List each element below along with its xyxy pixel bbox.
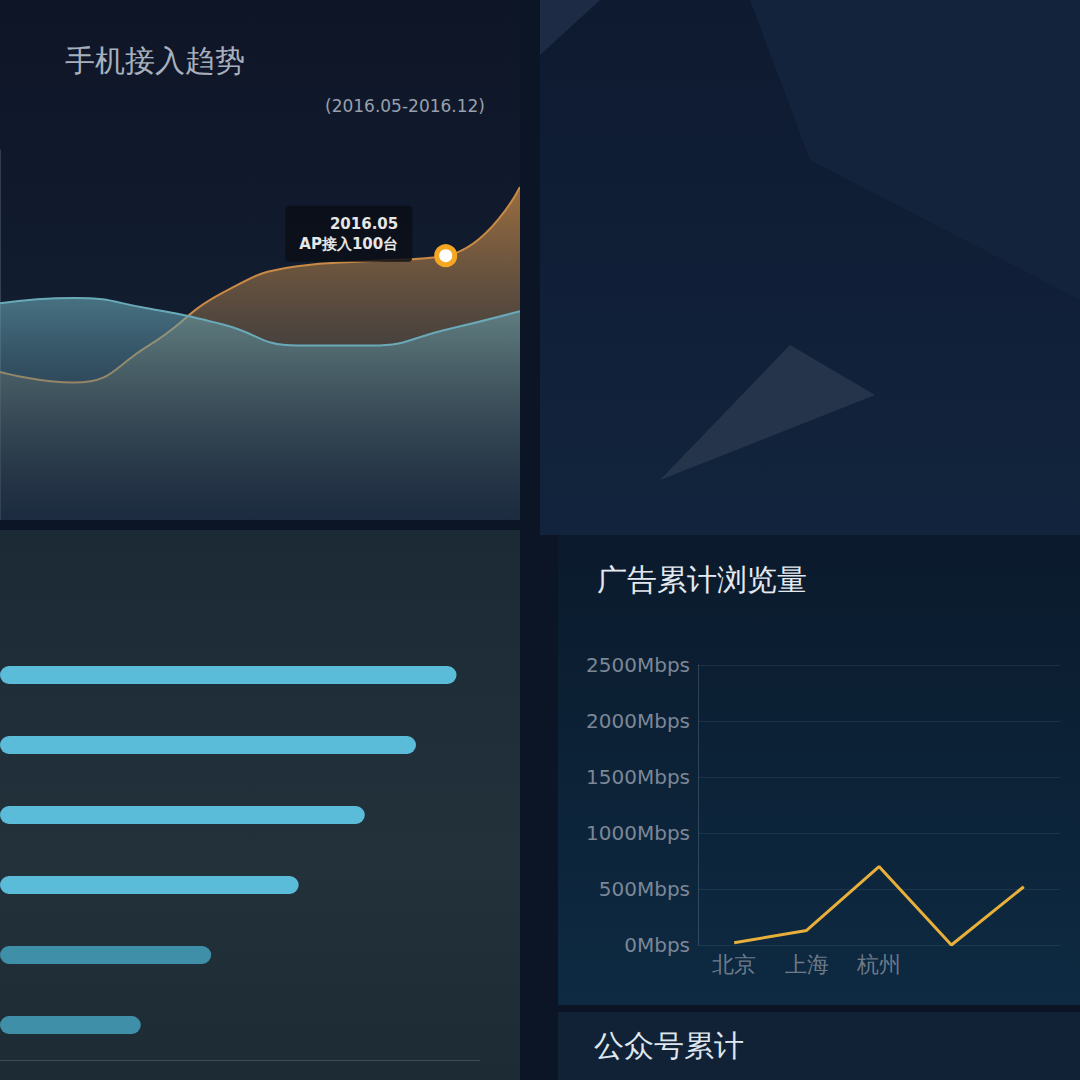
html-text:公众号累计: 公众号累计: [594, 1028, 744, 1063]
svg-text:1000Mbps: 1000Mbps: [586, 821, 690, 845]
svg-text:2500Mbps: 2500Mbps: [586, 653, 690, 677]
svg-text:(2016.05-2016.12): (2016.05-2016.12): [325, 96, 485, 116]
svg-text:1500Mbps: 1500Mbps: [586, 765, 690, 789]
svg-text:2016.05: 2016.05: [330, 215, 398, 233]
svg-text:杭州: 杭州: [856, 952, 901, 977]
svg-text:广告累计浏览量: 广告累计浏览量: [597, 562, 807, 597]
svg-text:500Mbps: 500Mbps: [599, 877, 690, 901]
svg-text:AP接入100台: AP接入100台: [299, 235, 398, 253]
svg-text:0Mbps: 0Mbps: [624, 933, 690, 957]
svg-text:上海: 上海: [785, 952, 829, 977]
svg-text:北京: 北京: [712, 952, 756, 977]
svg-text:手机接入趋势: 手机接入趋势: [65, 43, 245, 78]
svg-text:2000Mbps: 2000Mbps: [586, 709, 690, 733]
